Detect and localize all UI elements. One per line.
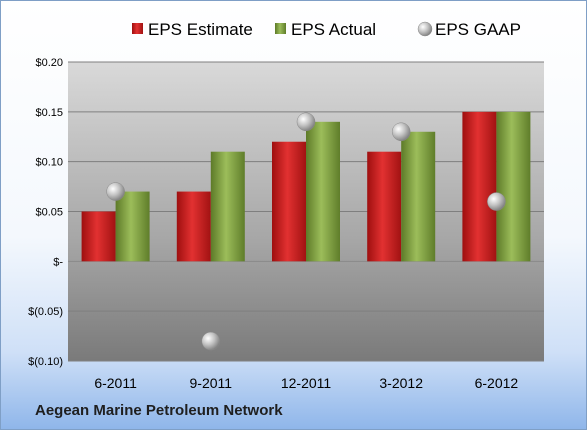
bars	[81, 111, 531, 262]
eps-actual-bar	[210, 151, 245, 262]
x-tick-label: 6-2012	[475, 375, 519, 391]
y-tick-label: $0.05	[35, 207, 63, 219]
eps-gaap-marker	[106, 182, 125, 201]
legend-label: EPS GAAP	[435, 20, 521, 39]
eps-estimate-bar	[81, 211, 116, 262]
x-axis-ticks: 6-2011 9-2011 12-2011 3-2012 6-2012	[94, 375, 518, 391]
legend-label: EPS Estimate	[148, 20, 253, 39]
eps-actual-bar	[115, 191, 150, 262]
x-tick-label: 6-2011	[94, 375, 137, 391]
eps-actual-bar	[401, 131, 436, 262]
eps-gaap-marker	[487, 192, 506, 211]
legend-label: EPS Actual	[291, 20, 376, 39]
gaap-markers	[106, 112, 506, 351]
legend: EPS Estimate EPS Actual EPS GAAP	[132, 20, 521, 39]
legend-swatch-gaap	[417, 21, 433, 37]
legend-swatch-estimate	[132, 23, 143, 34]
legend-swatch-actual	[275, 23, 286, 34]
eps-estimate-bar	[462, 111, 497, 262]
eps-estimate-bar	[367, 151, 402, 262]
x-tick-label: 9-2011	[190, 375, 233, 391]
x-tick-label: 12-2011	[281, 375, 332, 391]
y-tick-label: $(0.05)	[28, 306, 63, 318]
y-tick-label: $0.15	[35, 107, 63, 119]
eps-actual-bar	[496, 111, 531, 262]
y-tick-label: $0.10	[35, 157, 63, 169]
eps-estimate-bar	[176, 191, 211, 262]
eps-gaap-marker	[201, 331, 221, 351]
eps-gaap-marker	[296, 112, 316, 132]
eps-actual-bar	[306, 121, 340, 262]
eps-estimate-bar	[272, 141, 306, 262]
y-tick-label: $0.20	[35, 57, 63, 69]
y-tick-label: $(0.10)	[28, 356, 63, 368]
y-axis-ticks: $0.20 $0.15 $0.10 $0.05 $- $(0.05) $(0.10)	[28, 57, 63, 368]
company-name: Aegean Marine Petroleum Network	[35, 402, 283, 419]
eps-gaap-marker	[391, 122, 411, 142]
y-tick-label: $-	[53, 256, 63, 268]
x-tick-label: 3-2012	[379, 375, 423, 391]
